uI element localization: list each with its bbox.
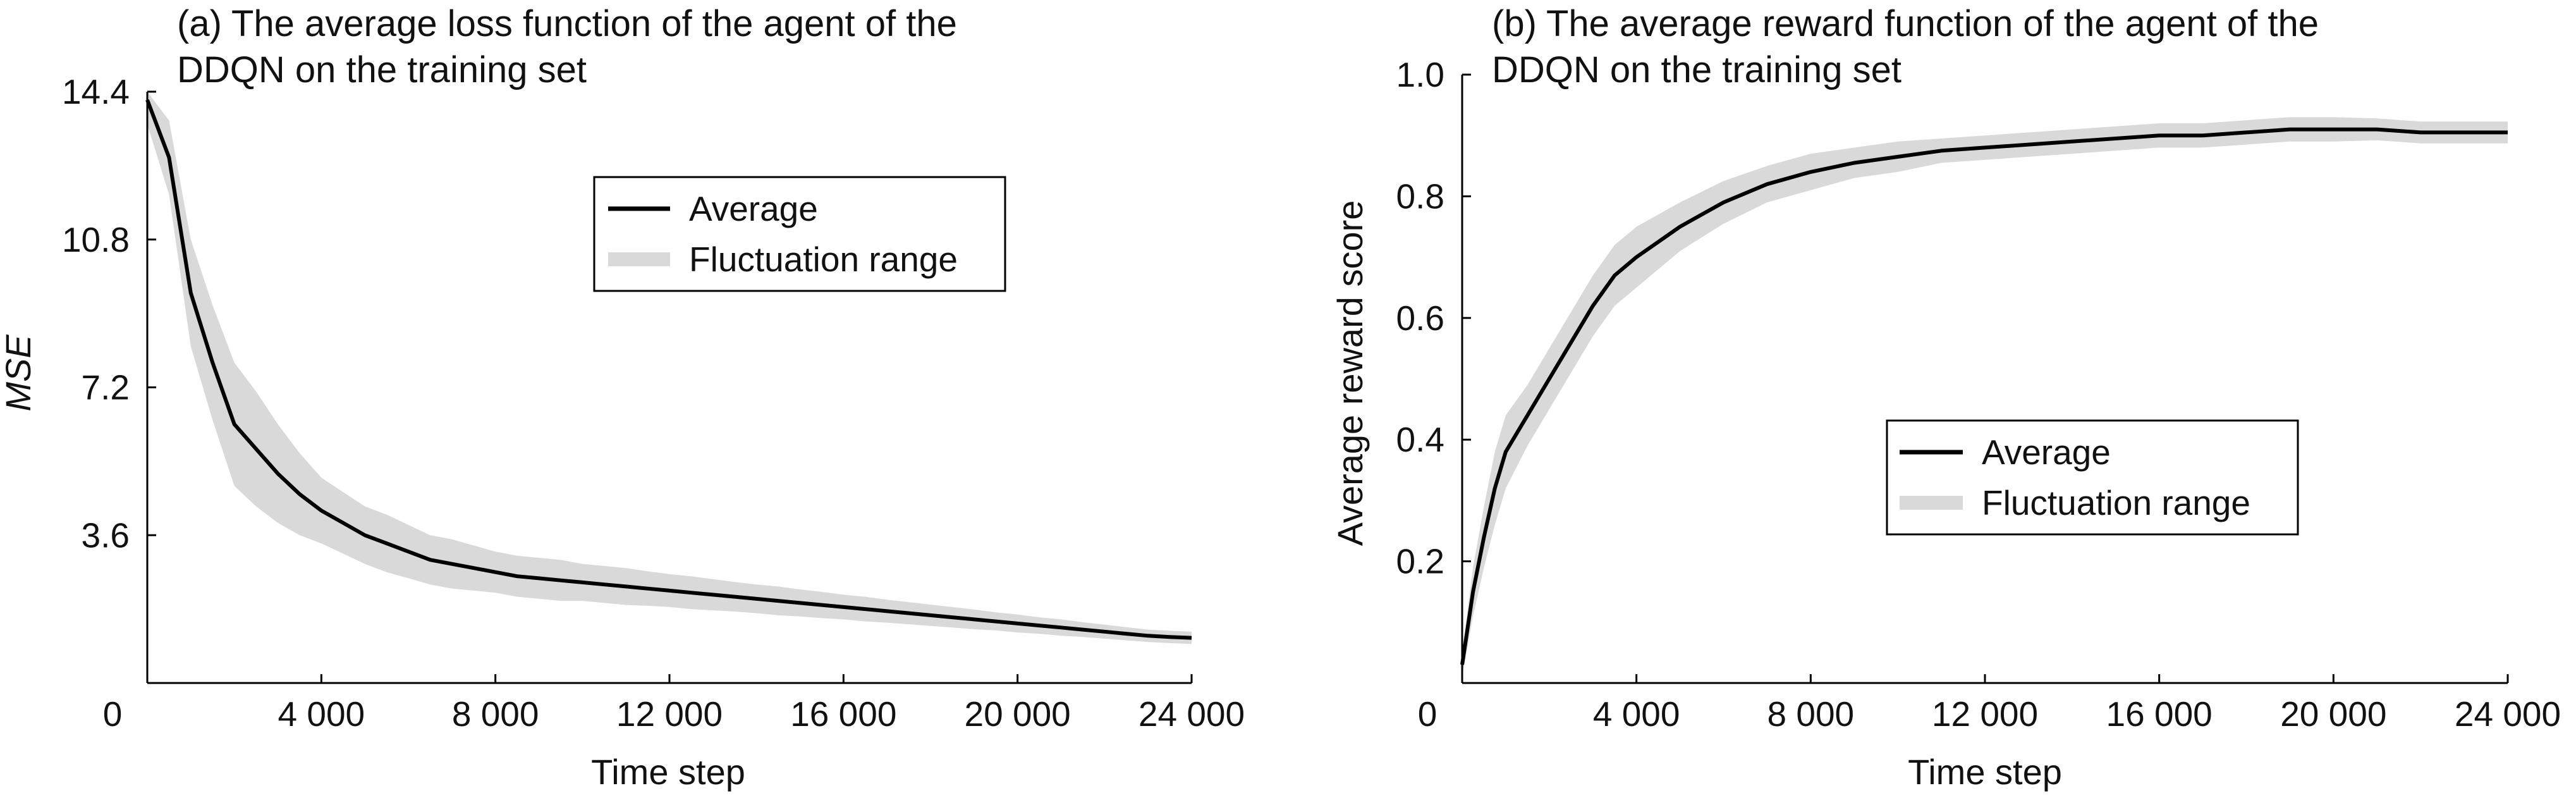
x-tick-label: 20 000 (2280, 694, 2386, 734)
panel-a-band-layer (147, 92, 1192, 644)
legend-average-label: Average (689, 189, 818, 228)
fluctuation-band (147, 92, 1192, 644)
average-line (1460, 127, 2508, 665)
panel-a-x-axis-label: Time step (591, 752, 745, 792)
panel-a-title-line-2: DDQN on the training set (177, 49, 587, 90)
panel-a-line-layer (145, 99, 1192, 640)
y-tick-label: 1.0 (1396, 55, 1444, 94)
panel-b-axes (1461, 75, 2508, 684)
y-tick-label: 0.4 (1396, 420, 1444, 459)
panel-b-title-line-1: (b) The average reward function of the a… (1492, 3, 2319, 44)
legend-band-label: Fluctuation range (689, 240, 958, 279)
panel-b-chart: (b) The average reward function of the a… (1330, 3, 2561, 792)
legend-band-label: Fluctuation range (1982, 483, 2250, 522)
x-tick-label: 8 000 (452, 694, 539, 734)
x-tick-label: 12 000 (1932, 694, 2038, 734)
panel-b-title-line-2: DDQN on the training set (1492, 49, 1901, 90)
panel-b-x-axis-label: Time step (1908, 752, 2062, 792)
panel-b-line-layer (1460, 127, 2508, 665)
y-tick-label: 7.2 (82, 368, 130, 407)
x-tick-label: 0 (1418, 694, 1438, 734)
x-tick-label: 4 000 (278, 694, 365, 734)
y-tick-label: 3.6 (82, 515, 130, 555)
panel-b-ticks: 0 4 000 8 000 12 000 16 000 20 000 24 000 0.2 0.… (1396, 55, 2561, 734)
panel-a-chart: (a) The average loss function of the age… (0, 3, 1245, 792)
x-tick-label: 24 000 (1138, 694, 1245, 734)
y-tick-label: 14.4 (62, 72, 130, 111)
panel-b-legend: Average Fluctuation range (1886, 419, 2299, 536)
panel-a-ticks: 0 4 000 8 000 12 000 16 000 20 000 24 000 3.6 7.… (62, 72, 1245, 734)
legend-average-label: Average (1982, 433, 2111, 472)
y-tick-label: 0.2 (1396, 542, 1444, 581)
x-tick-label: 12 000 (616, 694, 723, 734)
x-tick-label: 16 000 (790, 694, 896, 734)
x-tick-label: 0 (103, 694, 123, 734)
x-tick-label: 20 000 (965, 694, 1071, 734)
panel-b-y-axis-label: Average reward score (1330, 200, 1370, 546)
y-tick-label: 0.8 (1396, 176, 1444, 216)
x-tick-label: 4 000 (1593, 694, 1680, 734)
panel-a-legend: Average Fluctuation range (593, 176, 1006, 292)
x-tick-label: 8 000 (1767, 694, 1855, 734)
panel-a-title-line-1: (a) The average loss function of the age… (177, 3, 957, 44)
y-tick-label: 0.6 (1396, 298, 1444, 338)
x-tick-label: 24 000 (2455, 694, 2561, 734)
panel-a-legend-box (593, 176, 1006, 292)
panel-a-y-axis-label: MSE (0, 335, 38, 412)
panel-b-legend-box (1886, 419, 2299, 536)
panel-b-band-layer (1462, 117, 2508, 677)
y-tick-label: 10.8 (62, 220, 130, 259)
fluctuation-band (1462, 117, 2508, 677)
x-tick-label: 16 000 (2106, 694, 2213, 734)
